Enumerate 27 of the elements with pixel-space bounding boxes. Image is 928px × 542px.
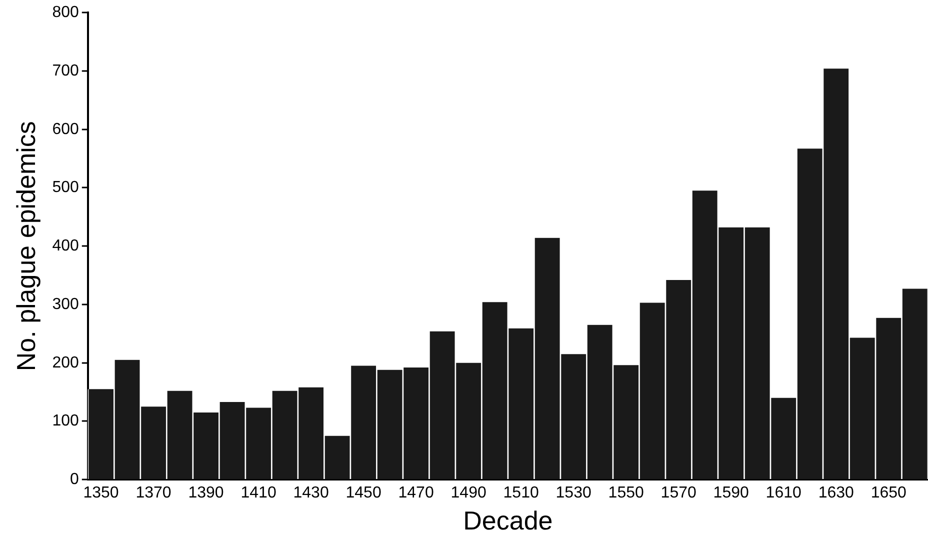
y-tick-label: 600 <box>52 120 79 138</box>
x-tick-label: 1610 <box>766 484 802 502</box>
x-tick-label: 1490 <box>450 484 486 502</box>
x-tick-label: 1430 <box>293 484 329 502</box>
y-tick-label: 700 <box>52 62 79 80</box>
y-tick-label: 200 <box>52 354 79 372</box>
x-tick-label: 1470 <box>398 484 434 502</box>
x-tick-label: 1590 <box>713 484 749 502</box>
x-tick-label: 1450 <box>346 484 382 502</box>
x-tick-label: 1550 <box>608 484 644 502</box>
x-tick-label: 1570 <box>660 484 696 502</box>
y-axis-title: No. plague epidemics <box>10 121 41 372</box>
y-tick-label: 800 <box>52 4 79 22</box>
x-tick-label: 1630 <box>818 484 854 502</box>
x-tick-label: 1410 <box>240 484 276 502</box>
y-tick-label: 300 <box>52 296 79 313</box>
x-tick-label: 1370 <box>136 484 172 502</box>
y-tick-label: 0 <box>70 471 79 488</box>
x-tick-label: 1510 <box>503 484 539 502</box>
x-tick-label: 1530 <box>556 484 592 502</box>
x-tick-label: 1350 <box>83 484 119 502</box>
y-tick-label: 100 <box>52 412 79 430</box>
y-tick-label: 400 <box>52 238 79 255</box>
x-tick-label: 1650 <box>870 484 907 502</box>
y-tick-label: 500 <box>52 179 79 196</box>
x-axis-title: Decade <box>463 506 553 536</box>
x-tick-label: 1390 <box>188 484 224 502</box>
